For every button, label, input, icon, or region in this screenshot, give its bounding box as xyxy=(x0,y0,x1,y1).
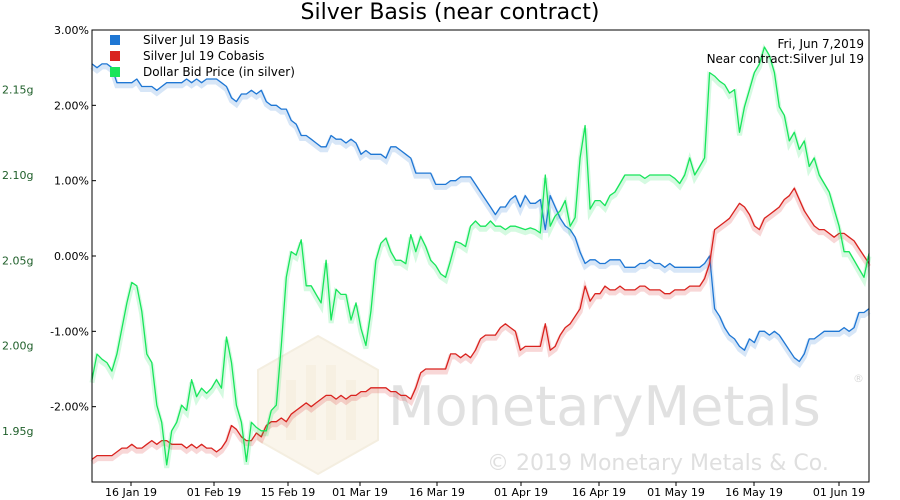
x-tick-label: 01 Feb 19 xyxy=(187,486,241,499)
x-tick-label: 16 Mar 19 xyxy=(409,486,465,499)
legend-swatch xyxy=(110,51,120,61)
watermark-copyright: © 2019 Monetary Metals & Co. xyxy=(487,451,829,476)
y-right-tick-label: 0.00% xyxy=(54,250,89,263)
chart-title: Silver Basis (near contract) xyxy=(301,0,600,25)
y-right-tick-label: -2.00% xyxy=(50,401,89,414)
legend-swatch xyxy=(110,67,120,77)
y-left-tick-label: 1.95g xyxy=(2,425,33,438)
y-right-tick-label: -1.00% xyxy=(50,325,89,338)
series-shadow-0 xyxy=(92,67,869,365)
legend-swatch xyxy=(110,35,120,45)
y-right-tick-label: 2.00% xyxy=(54,99,89,112)
watermark: MonetaryMetals ® © 2019 Monetary Metals … xyxy=(258,336,864,476)
x-tick-label: 16 Apr 19 xyxy=(572,486,626,499)
x-tick-label: 01 Mar 19 xyxy=(332,486,388,499)
y-left-tick-label: 2.05g xyxy=(2,254,33,267)
watermark-brand: MonetaryMetals xyxy=(388,375,821,438)
x-tick-label: 01 May 19 xyxy=(647,486,705,499)
info-date: Fri, Jun 7,2019 xyxy=(778,37,864,51)
y-right-tick-label: 3.00% xyxy=(54,24,89,37)
y-left-tick-label: 2.10g xyxy=(2,169,33,182)
y-left-tick-label: 2.00g xyxy=(2,340,33,353)
x-tick-label: 01 Apr 19 xyxy=(494,486,548,499)
watermark-registered: ® xyxy=(853,372,864,385)
x-tick-label: 16 Jan 19 xyxy=(105,486,157,499)
legend-label: Dollar Bid Price (in silver) xyxy=(143,65,295,79)
legend: Silver Jul 19 Basis Silver Jul 19 Cobasis… xyxy=(110,33,295,79)
info-contract: Near contract:Silver Jul 19 xyxy=(707,52,864,66)
y-left-tick-label: 2.15g xyxy=(2,84,33,97)
legend-label: Silver Jul 19 Basis xyxy=(143,33,249,47)
y-right-tick-label: 1.00% xyxy=(54,175,89,188)
x-tick-label: 01 Jun 19 xyxy=(813,486,865,499)
x-tick-label: 15 Feb 19 xyxy=(261,486,315,499)
series-line-0 xyxy=(92,64,869,362)
legend-label: Silver Jul 19 Cobasis xyxy=(143,49,264,63)
x-tick-label: 16 May 19 xyxy=(725,486,783,499)
